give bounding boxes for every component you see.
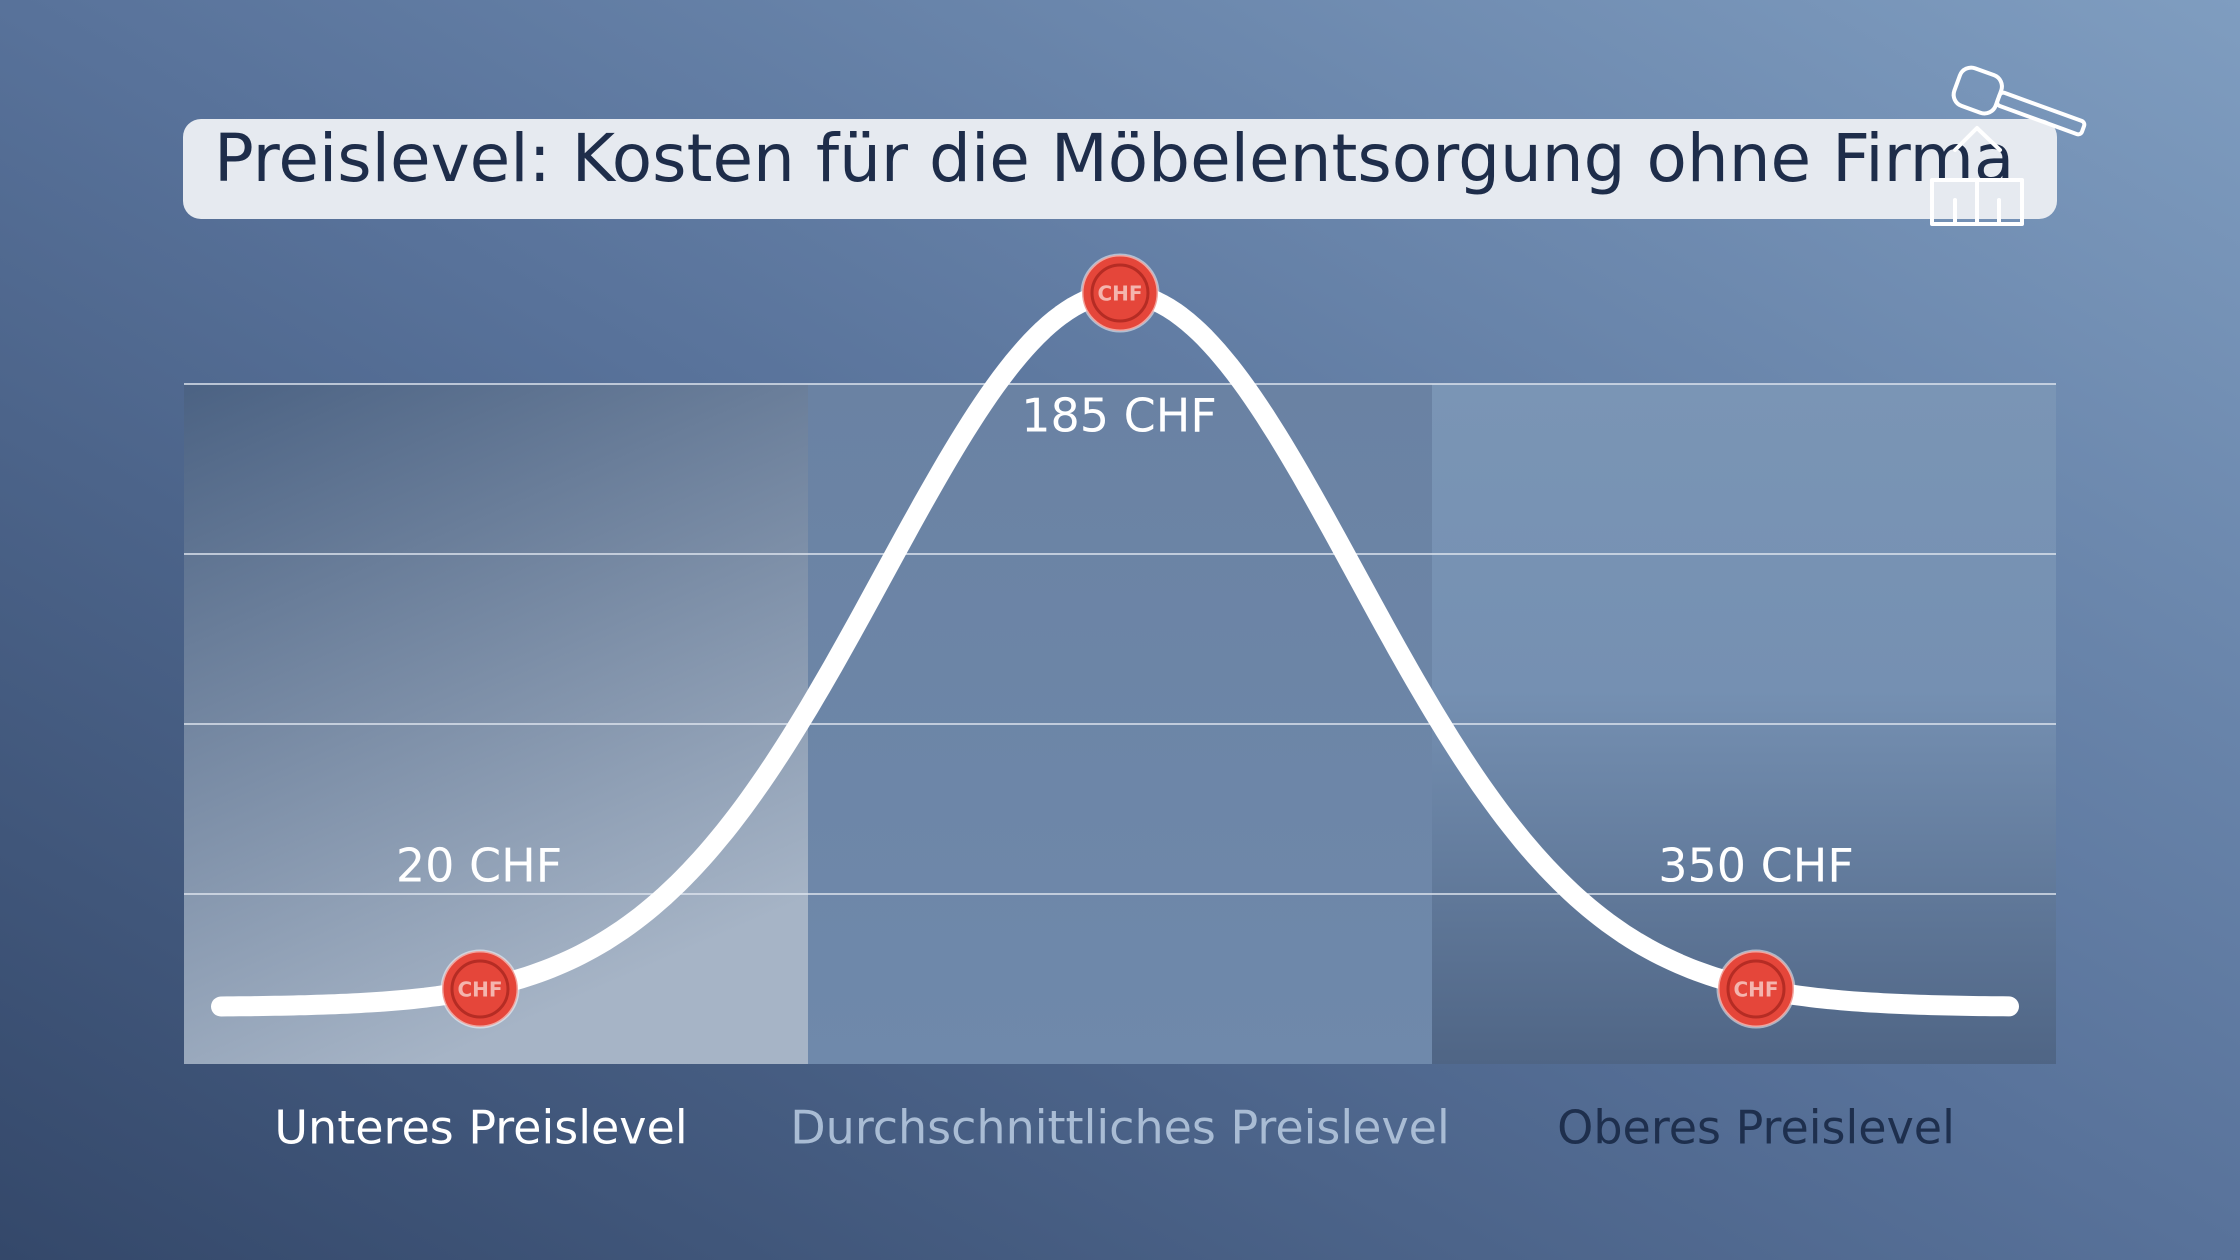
level-names: Unteres Preislevel Durchschnittliches Pr… xyxy=(274,1101,1954,1155)
price-label: 350 CHF xyxy=(1658,839,1854,893)
marker: CHF xyxy=(1716,949,1796,1029)
guides xyxy=(184,383,2056,895)
prices: 20 CHF 185 CHF 350 CHF xyxy=(396,389,1854,893)
level-name: Oberes Preislevel xyxy=(1557,1101,1955,1155)
gavel-icon xyxy=(1930,65,2087,226)
marker-ring xyxy=(1726,959,1786,1019)
marker-label: CHF xyxy=(1097,282,1142,306)
level-name: Durchschnittliches Preislevel xyxy=(790,1101,1450,1155)
marker-ring xyxy=(1090,263,1150,323)
marker-ring xyxy=(450,959,510,1019)
marker: CHF xyxy=(1080,253,1160,333)
marker-label: CHF xyxy=(457,978,502,1002)
marker: CHF xyxy=(440,949,520,1029)
price-label: 185 CHF xyxy=(1021,389,1217,443)
marker-label: CHF xyxy=(1733,978,1778,1002)
price-label: 20 CHF xyxy=(396,839,562,893)
level-name: Unteres Preislevel xyxy=(274,1101,687,1155)
title-box xyxy=(183,119,2057,219)
title: Preislevel: Kosten für die Möbelentsorgu… xyxy=(214,120,2014,197)
